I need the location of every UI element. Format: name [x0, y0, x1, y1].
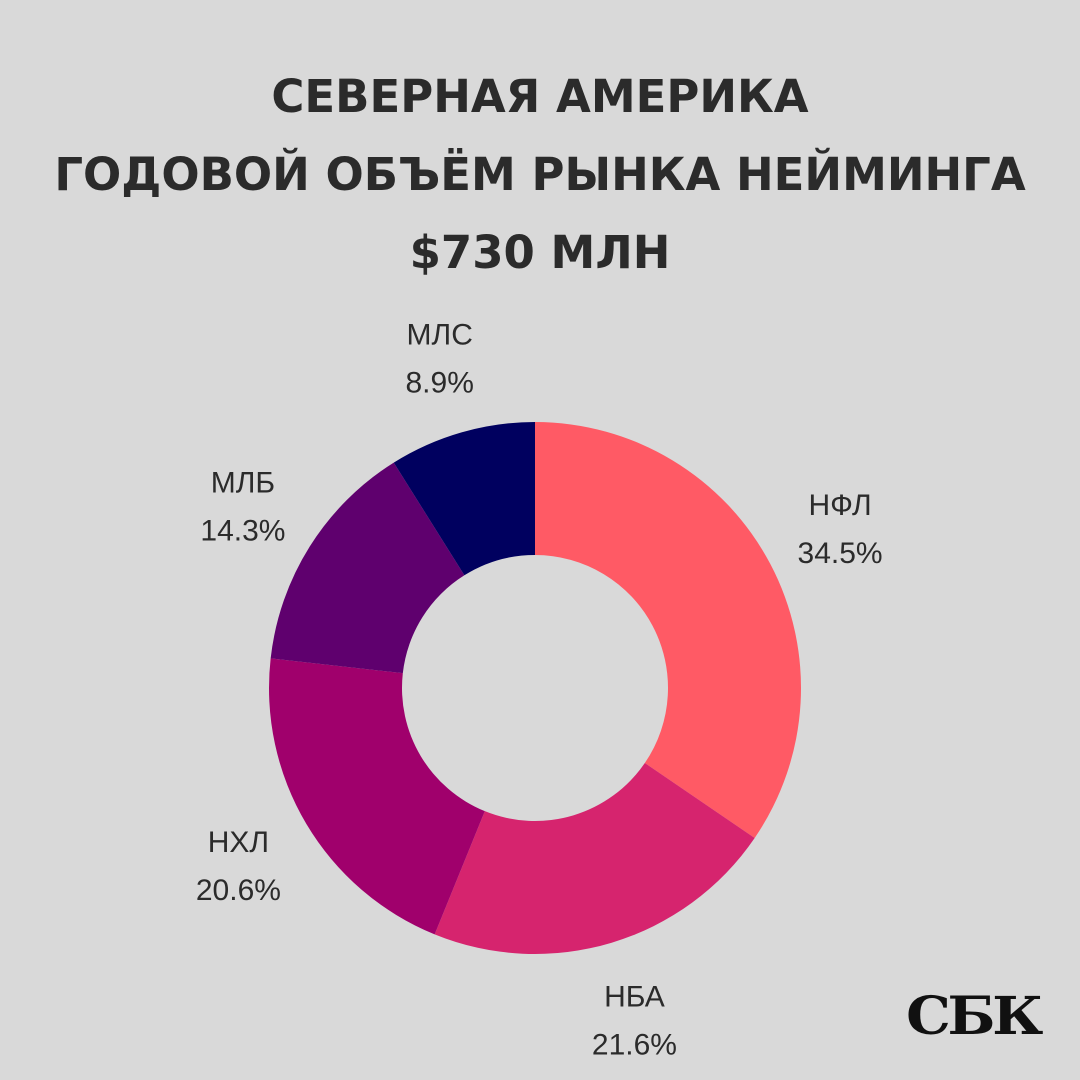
- donut-slice: [535, 422, 801, 838]
- slice-name-label: МЛБ: [211, 466, 275, 499]
- title-region: СЕВЕРНАЯ АМЕРИКА: [271, 70, 809, 123]
- slice-value-label: 34.5%: [798, 537, 883, 570]
- slice-value-label: 14.3%: [200, 514, 285, 547]
- slice-value-label: 8.9%: [406, 366, 474, 399]
- slice-name-label: НФЛ: [808, 489, 871, 522]
- donut-slice: [393, 422, 535, 576]
- slice-value-label: 21.6%: [592, 1028, 677, 1061]
- donut-slice: [270, 462, 465, 674]
- title-total: $730 МЛН: [409, 226, 671, 279]
- slice-name-label: НХЛ: [208, 826, 269, 859]
- slice-name-label: МЛС: [407, 318, 473, 351]
- chart-title: СЕВЕРНАЯ АМЕРИКА ГОДОВОЙ ОБЪЁМ РЫНКА НЕЙ…: [0, 58, 1080, 292]
- title-subject: ГОДОВОЙ ОБЪЁМ РЫНКА НЕЙМИНГА: [54, 148, 1026, 201]
- donut-slice: [268, 658, 485, 935]
- slice-value-label: 20.6%: [196, 874, 281, 907]
- slice-name-label: НБА: [604, 980, 665, 1013]
- sbk-logo: СБК: [905, 986, 1043, 1047]
- donut-slice: [434, 762, 755, 954]
